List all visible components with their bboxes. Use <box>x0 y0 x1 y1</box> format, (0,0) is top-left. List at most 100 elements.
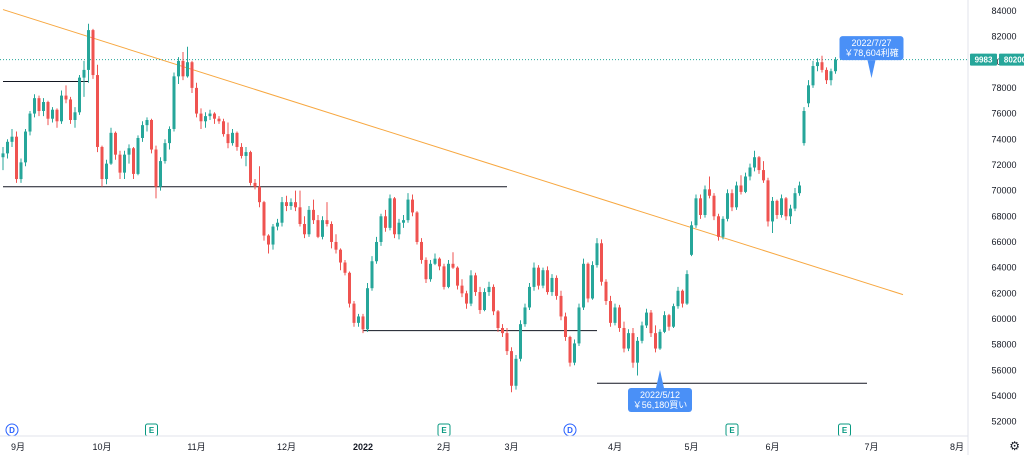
candle-body <box>586 263 590 299</box>
candle-body <box>240 146 243 156</box>
candle-body <box>456 267 459 286</box>
candle-body <box>379 216 383 242</box>
candle-body <box>312 209 315 221</box>
candle-body <box>361 316 365 330</box>
candle-body <box>159 161 162 187</box>
candle-body <box>298 207 302 224</box>
candle-body <box>145 119 149 126</box>
candle-body <box>640 325 644 341</box>
candle-body <box>280 202 284 223</box>
candle-body <box>181 60 185 77</box>
candle-body <box>735 185 738 208</box>
candle-body <box>438 258 441 267</box>
candle-body <box>46 102 50 119</box>
candle-body <box>204 116 207 122</box>
last-price-tag-label: 80200 <box>1004 56 1024 65</box>
candle-body <box>546 270 549 293</box>
candle-body <box>739 185 743 192</box>
event-badge-letter: E <box>149 426 155 435</box>
candle-body <box>132 148 135 174</box>
candle-body <box>699 198 702 216</box>
y-tick-label: 78000 <box>991 83 1016 93</box>
x-tick-label: 10月 <box>92 442 111 452</box>
candle-body <box>60 95 63 122</box>
event-badge-letter: D <box>567 426 573 435</box>
candle-body <box>136 137 140 174</box>
candle-body <box>424 259 428 280</box>
candle-body <box>109 132 113 164</box>
sell-callout-pointer <box>867 60 876 79</box>
buy-callout-pointer <box>656 370 664 389</box>
candle-body <box>708 189 711 196</box>
candle-body <box>190 62 194 88</box>
event-badge-letter: E <box>441 426 447 435</box>
y-tick-label: 68000 <box>991 211 1016 221</box>
candle-body <box>303 223 306 235</box>
candle-body <box>532 267 536 287</box>
buy-callout-box <box>628 388 692 413</box>
y-tick-label: 76000 <box>991 109 1016 119</box>
candle-body <box>208 113 212 117</box>
last-price-tag <box>999 53 1024 66</box>
candle-body <box>577 307 581 344</box>
x-tick-label: 9月 <box>11 442 25 452</box>
candle-body <box>703 189 707 216</box>
candle-body <box>748 167 752 177</box>
y-tick-label: 64000 <box>991 263 1016 273</box>
y-tick-label: 54000 <box>991 391 1016 401</box>
candle-body <box>73 112 77 120</box>
candle-body <box>667 315 671 327</box>
candle-body <box>523 307 527 325</box>
candle-body <box>807 85 810 104</box>
candle-body <box>163 143 167 162</box>
candle-body <box>343 262 347 273</box>
candle-body <box>168 128 171 144</box>
candle-body <box>465 293 468 304</box>
candle-body <box>316 220 320 237</box>
candle-body <box>757 157 761 171</box>
candle-body <box>249 152 252 183</box>
candle-body <box>730 193 734 208</box>
candle-body <box>568 336 572 363</box>
candle-body <box>514 358 518 386</box>
candle-body <box>406 199 410 221</box>
candle-body <box>694 198 698 226</box>
sell-callout-date: 2022/7/27 <box>851 38 891 48</box>
candle-body <box>267 235 270 245</box>
candle-body <box>442 266 446 287</box>
x-tick-label: 6月 <box>765 442 779 452</box>
candle-body <box>429 263 432 280</box>
candle-body <box>87 30 90 70</box>
candle-body <box>721 218 725 237</box>
candle-body <box>636 340 639 363</box>
candle-body <box>366 288 369 330</box>
candle-body <box>492 286 495 312</box>
candle-body <box>348 272 351 304</box>
candle-body <box>501 327 504 334</box>
candle-body <box>55 109 59 122</box>
candle-body <box>100 146 104 180</box>
candle-body <box>370 261 374 289</box>
gear-icon[interactable]: ⚙ <box>1009 439 1020 453</box>
candle-body <box>420 241 423 260</box>
candle-body <box>618 307 621 328</box>
candle-body <box>645 312 648 326</box>
candle-body <box>550 277 554 293</box>
candle-body <box>334 241 338 250</box>
candle-body <box>609 301 612 323</box>
candle-body <box>766 180 770 222</box>
x-tick-label: 12月 <box>277 442 296 452</box>
candle-body <box>676 290 680 307</box>
candles <box>1 23 837 393</box>
y-tick-label: 74000 <box>991 134 1016 144</box>
x-tick-label: 5月 <box>684 442 698 452</box>
candle-body <box>276 222 279 227</box>
candle-body <box>784 198 788 217</box>
symbol-tag <box>970 53 997 66</box>
x-tick-label: 2月 <box>437 442 451 452</box>
candle-body <box>789 208 792 217</box>
candle-body <box>537 267 540 286</box>
buy-callout-date: 2022/5/12 <box>640 390 680 400</box>
